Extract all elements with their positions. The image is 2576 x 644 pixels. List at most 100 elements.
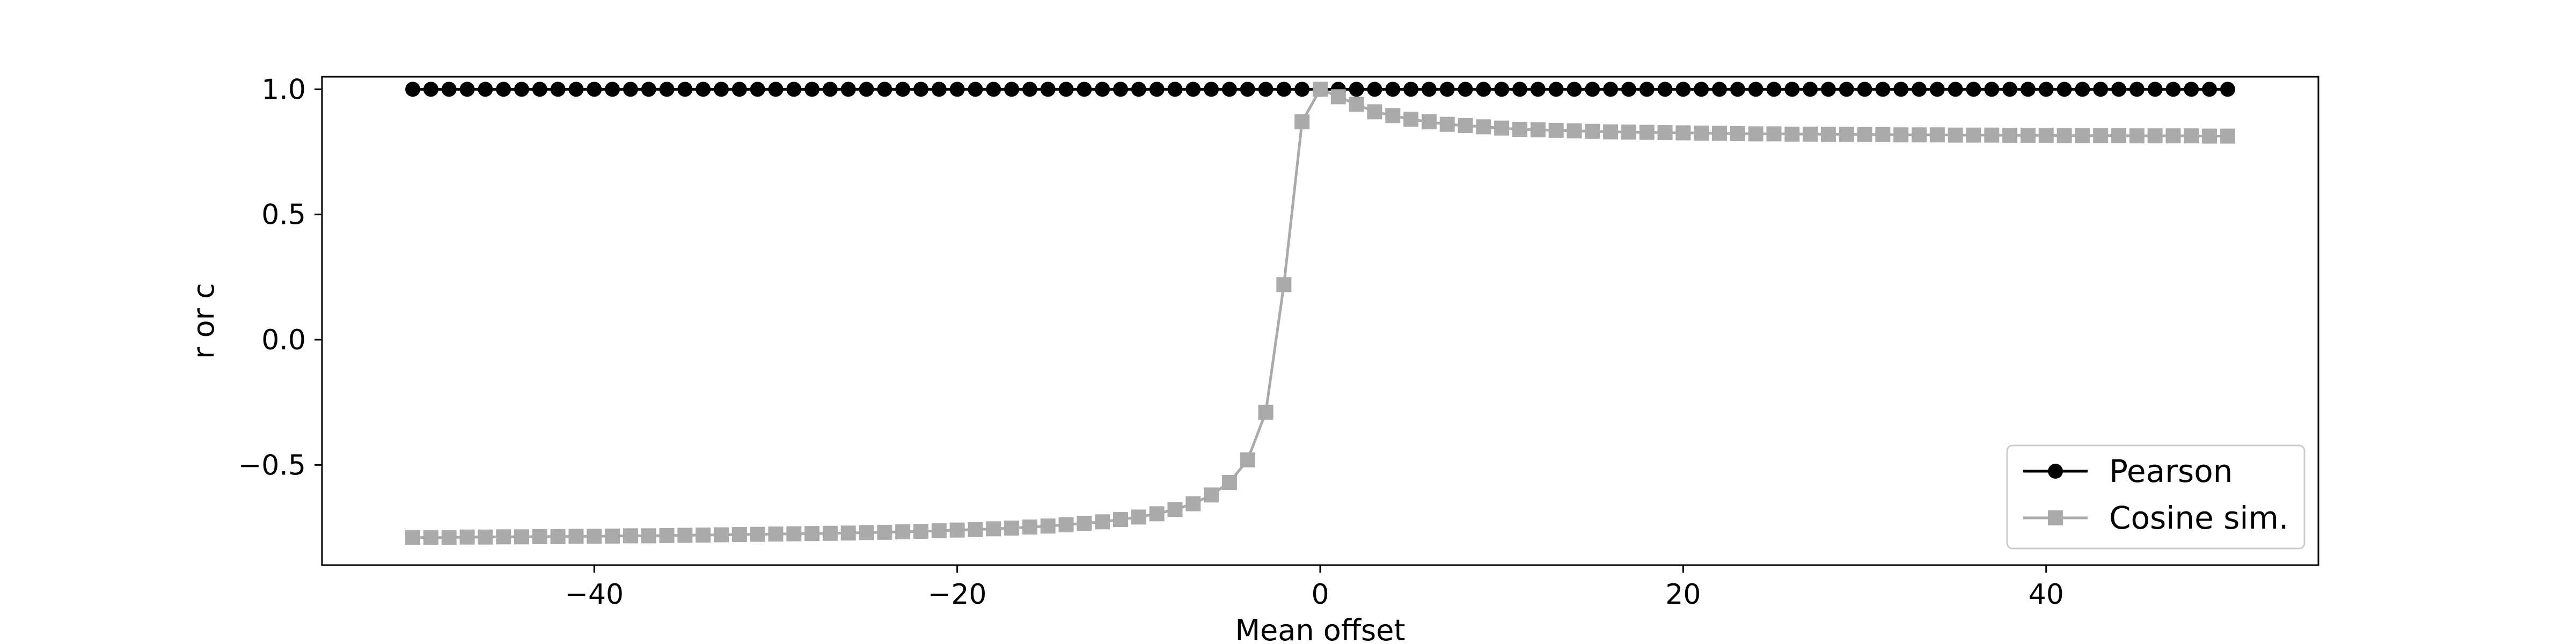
data-point-cosine-sim bbox=[1330, 89, 1346, 105]
data-point-pearson bbox=[1421, 82, 1437, 97]
data-point-pearson bbox=[1258, 82, 1274, 97]
data-point-pearson bbox=[1784, 82, 1800, 97]
data-point-cosine-sim bbox=[1893, 127, 1909, 143]
data-point-cosine-sim bbox=[623, 528, 638, 544]
data-point-pearson bbox=[986, 82, 1001, 97]
data-point-cosine-sim bbox=[768, 526, 784, 542]
data-point-pearson bbox=[931, 82, 947, 97]
legend-pearson-label: Pearson bbox=[2109, 453, 2233, 489]
data-point-pearson bbox=[1095, 82, 1110, 97]
data-point-cosine-sim bbox=[605, 528, 620, 544]
series-cosine-sim bbox=[405, 82, 2235, 545]
data-point-cosine-sim bbox=[441, 530, 457, 545]
data-point-cosine-sim bbox=[2147, 128, 2163, 144]
data-point-cosine-sim bbox=[2111, 128, 2126, 143]
data-point-cosine-sim bbox=[568, 529, 584, 544]
data-point-cosine-sim bbox=[1585, 123, 1600, 139]
data-point-pearson bbox=[2020, 82, 2036, 97]
data-point-cosine-sim bbox=[1712, 126, 1727, 141]
legend-cosine-label: Cosine sim. bbox=[2109, 500, 2288, 536]
data-point-cosine-sim bbox=[986, 521, 1001, 537]
data-point-cosine-sim bbox=[1567, 123, 1582, 138]
legend-pearson-marker bbox=[2048, 464, 2063, 479]
data-point-pearson bbox=[1857, 82, 1872, 97]
data-point-cosine-sim bbox=[1803, 126, 1818, 142]
data-point-cosine-sim bbox=[1058, 517, 1074, 532]
data-point-cosine-sim bbox=[1204, 487, 1219, 503]
x-tick-label: 20 bbox=[1665, 579, 1701, 611]
data-point-pearson bbox=[2075, 82, 2090, 97]
data-point-cosine-sim bbox=[459, 529, 475, 545]
data-point-pearson bbox=[1694, 82, 1709, 97]
x-tick-label: 40 bbox=[2029, 579, 2064, 611]
data-point-pearson bbox=[2111, 82, 2126, 97]
data-point-pearson bbox=[1675, 82, 1691, 97]
data-point-cosine-sim bbox=[1403, 112, 1419, 127]
data-point-pearson bbox=[1984, 82, 2000, 97]
data-point-pearson bbox=[1221, 82, 1237, 97]
data-point-pearson bbox=[1712, 82, 1727, 97]
data-point-pearson bbox=[1766, 82, 1782, 97]
data-point-pearson bbox=[441, 82, 457, 97]
data-point-cosine-sim bbox=[587, 529, 602, 544]
data-point-cosine-sim bbox=[1221, 475, 1237, 490]
data-point-pearson bbox=[1240, 82, 1255, 97]
data-point-pearson bbox=[1657, 82, 1673, 97]
data-point-cosine-sim bbox=[1966, 127, 1981, 143]
data-point-pearson bbox=[1185, 82, 1201, 97]
data-point-cosine-sim bbox=[423, 530, 438, 545]
data-point-cosine-sim bbox=[1494, 120, 1510, 136]
data-point-pearson bbox=[1058, 82, 1074, 97]
data-point-cosine-sim bbox=[877, 524, 892, 540]
data-point-pearson bbox=[1585, 82, 1600, 97]
data-point-cosine-sim bbox=[1077, 516, 1092, 531]
y-axis-ticks: −0.5 0.0 0.5 1.0 bbox=[238, 74, 322, 481]
data-point-pearson bbox=[1893, 82, 1909, 97]
data-point-cosine-sim bbox=[478, 529, 493, 545]
data-point-cosine-sim bbox=[1839, 127, 1854, 142]
data-point-pearson bbox=[1149, 82, 1165, 97]
data-point-pearson bbox=[2184, 82, 2199, 97]
data-point-pearson bbox=[804, 82, 820, 97]
data-point-cosine-sim bbox=[696, 528, 711, 543]
data-point-pearson bbox=[786, 82, 802, 97]
data-point-pearson bbox=[1567, 82, 1582, 97]
series-pearson bbox=[405, 82, 2235, 97]
data-point-pearson bbox=[1131, 82, 1146, 97]
data-point-pearson bbox=[2147, 82, 2163, 97]
data-point-pearson bbox=[2129, 82, 2145, 97]
data-point-pearson bbox=[1077, 82, 1092, 97]
data-point-cosine-sim bbox=[731, 527, 747, 543]
data-point-pearson bbox=[1167, 82, 1183, 97]
data-point-cosine-sim bbox=[1167, 502, 1183, 517]
data-point-pearson bbox=[822, 82, 838, 97]
data-point-cosine-sim bbox=[931, 523, 947, 539]
data-point-pearson bbox=[1439, 82, 1455, 97]
data-point-cosine-sim bbox=[2075, 128, 2090, 143]
data-point-pearson bbox=[1929, 82, 1945, 97]
data-point-cosine-sim bbox=[1694, 126, 1709, 141]
data-point-cosine-sim bbox=[968, 522, 983, 537]
data-point-cosine-sim bbox=[1766, 126, 1782, 142]
data-point-cosine-sim bbox=[1875, 127, 1891, 142]
data-point-cosine-sim bbox=[1548, 122, 1564, 138]
data-point-cosine-sim bbox=[1385, 108, 1401, 123]
data-point-pearson bbox=[2202, 82, 2218, 97]
data-point-cosine-sim bbox=[1022, 519, 1037, 535]
data-point-pearson bbox=[1548, 82, 1564, 97]
data-point-pearson bbox=[968, 82, 983, 97]
data-point-cosine-sim bbox=[1149, 506, 1165, 522]
data-point-cosine-sim bbox=[913, 524, 928, 539]
data-point-pearson bbox=[1839, 82, 1854, 97]
data-point-pearson bbox=[496, 82, 511, 97]
data-point-pearson bbox=[895, 82, 911, 97]
y-axis-label: r or c bbox=[187, 283, 221, 358]
data-point-cosine-sim bbox=[2020, 128, 2036, 143]
data-point-pearson bbox=[623, 82, 638, 97]
data-point-pearson bbox=[1476, 82, 1491, 97]
data-point-cosine-sim bbox=[750, 526, 765, 542]
data-point-pearson bbox=[859, 82, 874, 97]
data-point-pearson bbox=[714, 82, 729, 97]
data-point-cosine-sim bbox=[1476, 119, 1491, 135]
data-point-cosine-sim bbox=[532, 529, 547, 544]
